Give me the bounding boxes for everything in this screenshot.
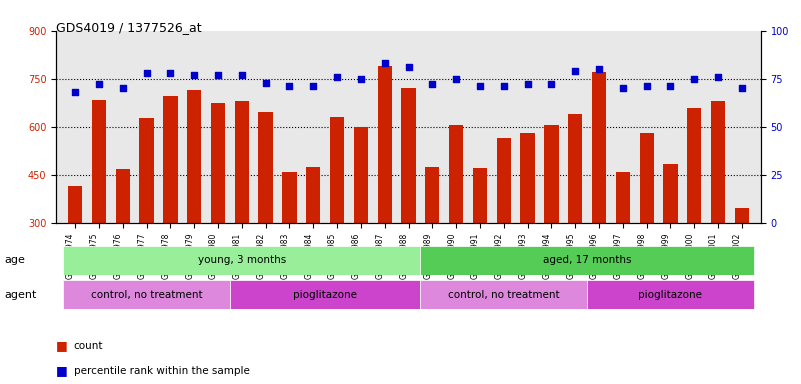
Text: agent: agent	[4, 290, 36, 300]
Point	[711, 74, 724, 80]
Bar	[687, 108, 702, 319]
Point	[664, 83, 677, 89]
Bar	[330, 117, 344, 319]
Point	[735, 85, 748, 91]
Point	[569, 68, 582, 74]
Point	[283, 83, 296, 89]
Text: age: age	[4, 255, 25, 265]
Point	[164, 70, 177, 76]
Text: control, no treatment: control, no treatment	[91, 290, 203, 300]
Bar	[377, 66, 392, 319]
Point	[307, 83, 320, 89]
Text: GDS4019 / 1377526_at: GDS4019 / 1377526_at	[56, 21, 202, 34]
Bar	[592, 72, 606, 319]
Bar	[259, 112, 273, 319]
Point	[640, 83, 653, 89]
Text: percentile rank within the sample: percentile rank within the sample	[74, 366, 250, 376]
Bar	[282, 172, 296, 319]
FancyBboxPatch shape	[421, 280, 587, 309]
Text: ■: ■	[56, 339, 68, 352]
Text: control, no treatment: control, no treatment	[448, 290, 560, 300]
Bar	[425, 167, 440, 319]
Point	[593, 66, 606, 72]
FancyBboxPatch shape	[421, 246, 754, 275]
Point	[187, 72, 200, 78]
Bar	[663, 164, 678, 319]
Bar	[68, 186, 83, 319]
Point	[69, 89, 82, 95]
Text: pioglitazone: pioglitazone	[638, 290, 702, 300]
FancyBboxPatch shape	[63, 280, 230, 309]
Point	[331, 74, 344, 80]
Point	[545, 81, 557, 88]
Point	[235, 72, 248, 78]
FancyBboxPatch shape	[230, 280, 421, 309]
Point	[473, 83, 486, 89]
Bar	[401, 88, 416, 319]
Point	[402, 64, 415, 70]
Bar	[735, 208, 749, 319]
Bar	[521, 133, 535, 319]
Bar	[115, 169, 130, 319]
Bar	[473, 168, 487, 319]
Bar	[139, 118, 154, 319]
Point	[93, 81, 106, 88]
Bar	[544, 125, 558, 319]
Bar	[616, 172, 630, 319]
Point	[497, 83, 510, 89]
Bar	[187, 90, 201, 319]
Point	[355, 76, 368, 82]
Point	[449, 76, 462, 82]
Bar	[211, 103, 225, 319]
Bar	[306, 167, 320, 319]
Bar	[497, 138, 511, 319]
Point	[378, 60, 391, 66]
FancyBboxPatch shape	[63, 246, 421, 275]
Point	[521, 81, 534, 88]
Point	[426, 81, 439, 88]
Point	[688, 76, 701, 82]
Text: count: count	[74, 341, 103, 351]
Bar	[449, 125, 463, 319]
Text: ■: ■	[56, 364, 68, 377]
Bar	[711, 101, 725, 319]
Bar	[235, 101, 249, 319]
Bar	[639, 133, 654, 319]
Point	[617, 85, 630, 91]
Text: aged, 17 months: aged, 17 months	[543, 255, 631, 265]
Point	[260, 79, 272, 86]
Point	[140, 70, 153, 76]
FancyBboxPatch shape	[587, 280, 754, 309]
Point	[116, 85, 129, 91]
Bar	[92, 99, 106, 319]
Point	[211, 72, 224, 78]
Bar	[163, 96, 178, 319]
Text: young, 3 months: young, 3 months	[198, 255, 286, 265]
Bar	[568, 114, 582, 319]
Bar	[354, 127, 368, 319]
Text: pioglitazone: pioglitazone	[293, 290, 357, 300]
